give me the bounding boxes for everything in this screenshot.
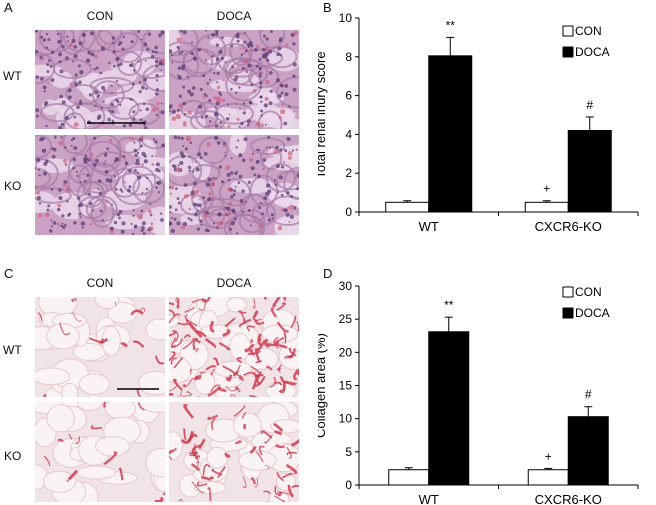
chart-d: Collagen area (%) 0 5 10 15 20 25 30 WT CXCR6-KO *… [318,279,639,505]
y-tick-label: 2 [345,166,352,180]
micrograph-a-ko-con [35,135,165,235]
significance-marker: ** [446,18,456,32]
y-tick-label: 8 [345,50,352,64]
panel-c-header-doca: DOCA [216,276,252,290]
x-tick-label: CXCR6-KO [535,492,602,505]
legend-swatch [562,307,574,319]
x-tick-label: WT [419,219,439,234]
legend-label: DOCA [575,45,610,59]
significance-marker: # [586,98,593,112]
bar [524,201,569,213]
panel-letter-d: D [323,266,333,281]
panel-c-header-con: CON [86,276,114,290]
legend-label: CON [575,285,602,299]
y-tick-label: 30 [339,279,353,293]
panel-c-row-ko: KO [4,449,22,463]
bar [567,416,609,486]
x-tick-label: CXCR6-KO [535,219,602,234]
micrograph-a-ko-doca [169,135,299,235]
panel-letter-c: C [4,266,14,281]
micrograph-c-ko-doca [169,402,299,502]
y-tick-label: 15 [339,379,353,393]
y-tick-label: 0 [345,478,352,492]
y-tick-label: 4 [345,127,352,141]
panel-a-header-doca: DOCA [216,9,252,23]
significance-marker: + [545,449,552,463]
micrograph-a-wt-doca [169,30,299,129]
y-tick-label: 25 [339,312,353,326]
significance-marker: + [543,182,550,196]
y-tick-label: 6 [345,89,352,103]
micrograph-a-wt-con [35,30,165,129]
chart-b: Total renal inury score 0 2 4 6 8 10 WT CXCR6-KO… [318,11,639,234]
legend-swatch [562,286,574,298]
y-tick-label: 0 [345,205,352,219]
micrograph-c-wt-con [35,297,165,397]
y-tick-label: 10 [339,412,353,426]
legend-label: CON [575,24,602,38]
legend-swatch [562,46,574,58]
y-tick-label: 5 [345,445,352,459]
panel-letter-a: A [4,0,13,15]
bar [385,201,430,213]
bar [527,469,569,486]
panel-c-row-wt: WT [3,343,22,357]
bar [428,55,473,213]
y-tick-label: 10 [339,11,353,25]
panel-a-row-ko: KO [4,179,22,193]
x-tick-label: WT [419,492,439,505]
significance-marker: ** [444,298,454,312]
panel-letter-b: B [323,0,332,15]
y-tick-label: 20 [339,345,353,359]
bar [567,130,612,213]
significance-marker: # [585,388,592,402]
legend-label: DOCA [575,306,610,320]
bar [388,469,430,486]
micrograph-c-wt-doca [169,297,299,397]
panel-a-row-wt: WT [3,69,22,83]
micrograph-c-ko-con [35,402,165,502]
y-axis-title: Total renal inury score [318,51,328,178]
bar [428,331,470,486]
y-axis-title: Collagen area (%) [318,333,328,438]
panel-a-header-con: CON [86,9,114,23]
legend-swatch [562,25,574,37]
